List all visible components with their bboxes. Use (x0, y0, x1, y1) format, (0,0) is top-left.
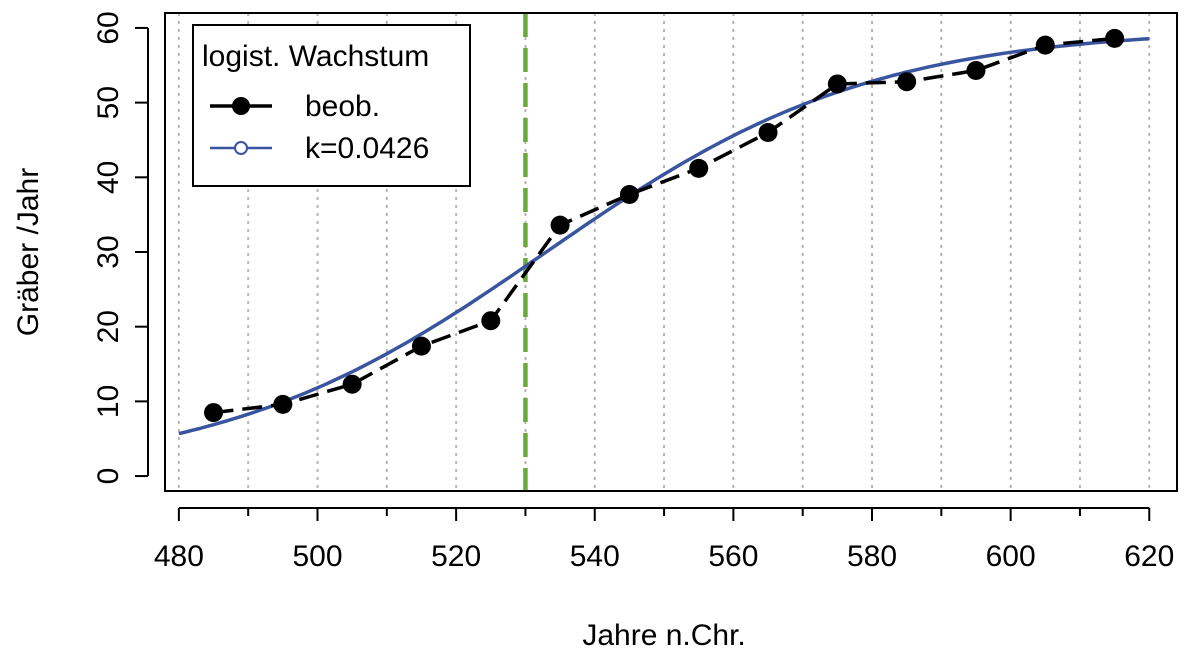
y-tick-label: 20 (92, 310, 125, 343)
observed-point (1035, 35, 1055, 55)
y-tick-label: 40 (92, 161, 125, 194)
x-tick-label: 480 (154, 540, 204, 573)
y-tick-label: 0 (92, 468, 125, 485)
observed-point (342, 374, 362, 394)
legend-label: beob. (305, 90, 380, 123)
legend-title: logist. Wachstum (202, 40, 429, 73)
observed-point (966, 61, 986, 81)
x-tick-label: 540 (570, 540, 620, 573)
y-axis: 0 10 20 30 40 50 60 (92, 11, 149, 485)
legend-label: k=0.0426 (305, 132, 429, 165)
observed-point (689, 158, 709, 178)
x-tick-label: 580 (847, 540, 897, 573)
y-axis-title: Gräber /Jahr (12, 168, 45, 336)
fit-curve-line (178, 36, 1150, 436)
x-tick-label: 500 (292, 540, 342, 573)
x-axis-title: Jahre n.Chr. (582, 619, 745, 652)
observed-point (619, 184, 639, 204)
y-tick-label: 10 (92, 385, 125, 418)
legend: logist. Wachstum beob. k=0.0426 (192, 24, 471, 187)
observed-point (204, 403, 224, 423)
y-tick-label: 30 (92, 235, 125, 268)
observed-point (550, 215, 570, 235)
observed-point (758, 123, 778, 142)
x-tick-label: 560 (708, 540, 758, 573)
observed-point (481, 311, 501, 331)
y-tick-label: 50 (92, 86, 125, 119)
observed-point (827, 74, 847, 94)
x-tick-label: 520 (431, 540, 481, 573)
observed-point (897, 72, 917, 92)
x-tick-label: 600 (986, 540, 1036, 573)
legend-marker (232, 97, 250, 115)
legend-entries: beob. k=0.0426 (210, 90, 429, 165)
series-layer (178, 28, 1150, 436)
x-tick-label: 620 (1124, 540, 1174, 573)
observed-point (273, 394, 293, 414)
observed-point (411, 336, 431, 356)
y-tick-label: 60 (92, 11, 125, 44)
observed-point (1105, 28, 1125, 48)
observed-line (213, 36, 1115, 415)
legend-marker (234, 141, 248, 155)
x-axis: 480 500 520 540 560 580 600 620 (154, 507, 1174, 573)
plot-frame (164, 12, 1178, 492)
